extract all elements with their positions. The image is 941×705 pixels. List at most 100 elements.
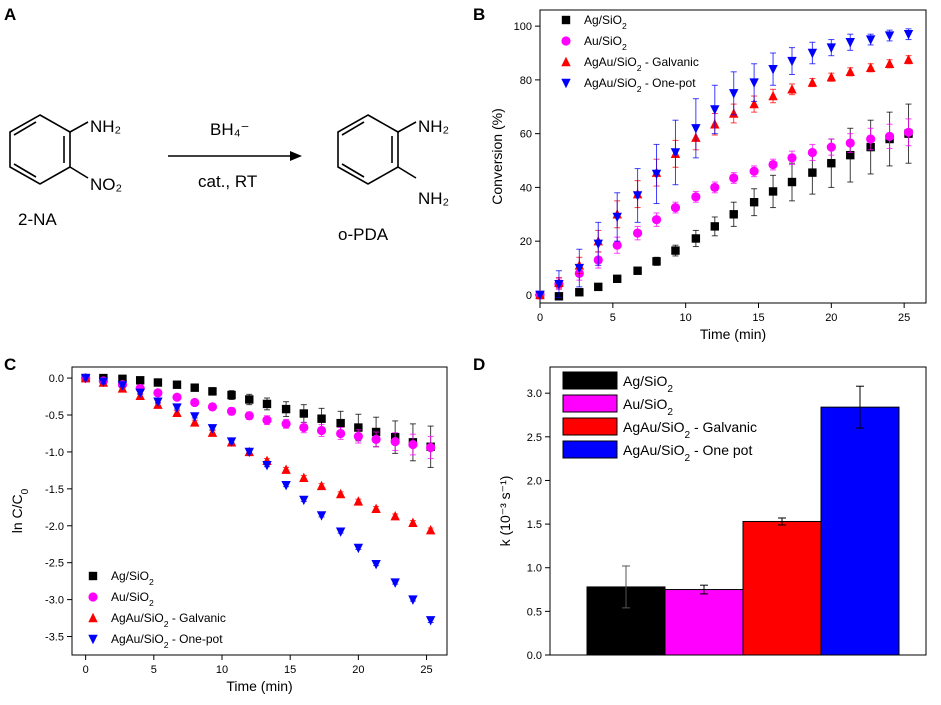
data-point (865, 35, 876, 45)
chart-d: 0.0 0.5 1.0 1.5 2.0 2.5 3.0 k (10⁻³ s⁻¹) Ag/SiO2… (497, 366, 927, 662)
data-point (749, 78, 759, 88)
reagent-above-label: BH₄⁻ (210, 120, 250, 139)
data-point (353, 543, 364, 554)
x-tick-label: 10 (680, 312, 692, 324)
legend-label: Ag/SiO2 (584, 13, 627, 31)
legend-label: AgAu/SiO2 - One-pot (111, 632, 223, 650)
y-tick-label: 0.0 (49, 373, 64, 385)
x-tick-label: 25 (898, 312, 910, 324)
data-point (652, 257, 661, 266)
data-point (135, 388, 145, 399)
data-point (691, 192, 701, 202)
panel-d-letter: D (473, 355, 485, 374)
legend-label: AgAu/SiO2 - One-pot (584, 76, 696, 94)
x-tick-label: 20 (352, 664, 364, 676)
reactant-structure (9, 114, 89, 185)
data-point (190, 417, 200, 427)
series-0 (535, 103, 913, 301)
data-point (749, 166, 759, 176)
data-point (190, 412, 200, 422)
plot-frame (71, 366, 448, 656)
x-tick-label: 5 (610, 312, 616, 324)
data-point (390, 436, 400, 447)
data-point (336, 418, 345, 428)
series-2 (80, 372, 436, 535)
legend-marker (561, 36, 571, 46)
data-point (884, 31, 895, 41)
data-point (208, 387, 217, 396)
data-point (262, 399, 272, 409)
panel-c-letter: C (4, 355, 16, 374)
data-point (190, 397, 200, 408)
data-point (371, 434, 381, 444)
data-point (768, 90, 778, 101)
legend-marker (561, 15, 571, 25)
data-point (299, 422, 309, 433)
legend-marker (88, 612, 98, 623)
y-tick-label: -3.5 (45, 632, 64, 644)
panel-b-letter: B (473, 5, 485, 24)
y-tick-label: -3.0 (45, 595, 64, 607)
data-point (749, 197, 759, 207)
reactant-nh2-label: NH₂ (90, 117, 121, 136)
data-point (632, 191, 643, 201)
product-structure (337, 114, 417, 185)
y-tick-label: -1.5 (45, 484, 64, 496)
reaction-scheme: NH₂ NO₂ 2-NA BH₄⁻ cat., RT NH₂ NH₂ o-PDA (9, 114, 449, 244)
data-point (262, 461, 272, 471)
chart-b: 0 5 10 15 20 25 0 20 40 60 80 100 Time (min) Conversi… (489, 9, 927, 342)
legend-label: Ag/SiO2 (623, 373, 673, 395)
data-point (172, 392, 182, 402)
chart-c: 0 5 10 15 20 25 0.0 -0.5 -1.0 -1.5 -2.0 -2.5 -3.0 -3.… (9, 366, 448, 694)
data-point (807, 48, 818, 59)
data-point (845, 38, 855, 48)
bar (820, 406, 900, 656)
data-point (846, 150, 855, 160)
plot-frame (539, 9, 927, 304)
data-point (117, 381, 128, 391)
data-point (207, 402, 218, 412)
data-point (710, 182, 720, 193)
y-tick-label: 1.0 (527, 563, 542, 575)
data-point (408, 439, 418, 450)
data-point (671, 246, 680, 255)
y-tick-label: 0.0 (527, 650, 542, 662)
series-1 (535, 118, 914, 300)
legend-marker (88, 571, 98, 581)
reactant-no2-label: NO₂ (90, 175, 122, 194)
y-tick-label: 2.5 (527, 432, 542, 444)
data-point (651, 169, 662, 180)
data-point (787, 177, 797, 187)
data-point (866, 134, 876, 144)
y-tick-label: -0.5 (45, 410, 64, 422)
x-tick-label: 25 (420, 664, 432, 676)
legend-swatch (562, 394, 618, 413)
y-tick-label: 3.0 (527, 388, 542, 400)
y-axis-title: ln C/C0 (9, 488, 31, 533)
x-tick-label: 0 (83, 664, 89, 676)
data-point (207, 424, 218, 434)
legend-label: Au/SiO2 (623, 396, 673, 418)
data-point (281, 419, 291, 429)
reagent-below-label: cat., RT (198, 172, 257, 191)
data-point (80, 373, 91, 384)
x-tick-label: 5 (151, 664, 157, 676)
data-point (613, 274, 622, 284)
data-point (281, 480, 291, 491)
data-point (787, 153, 797, 163)
legend-swatch (562, 371, 618, 390)
data-point (903, 127, 914, 137)
data-point (299, 472, 309, 482)
data-point (710, 222, 719, 231)
bar (742, 520, 822, 656)
legend-marker (88, 634, 98, 645)
data-point (826, 72, 837, 82)
data-point (153, 388, 163, 398)
data-point (575, 288, 584, 297)
series-3 (535, 28, 914, 301)
data-point (227, 390, 236, 400)
